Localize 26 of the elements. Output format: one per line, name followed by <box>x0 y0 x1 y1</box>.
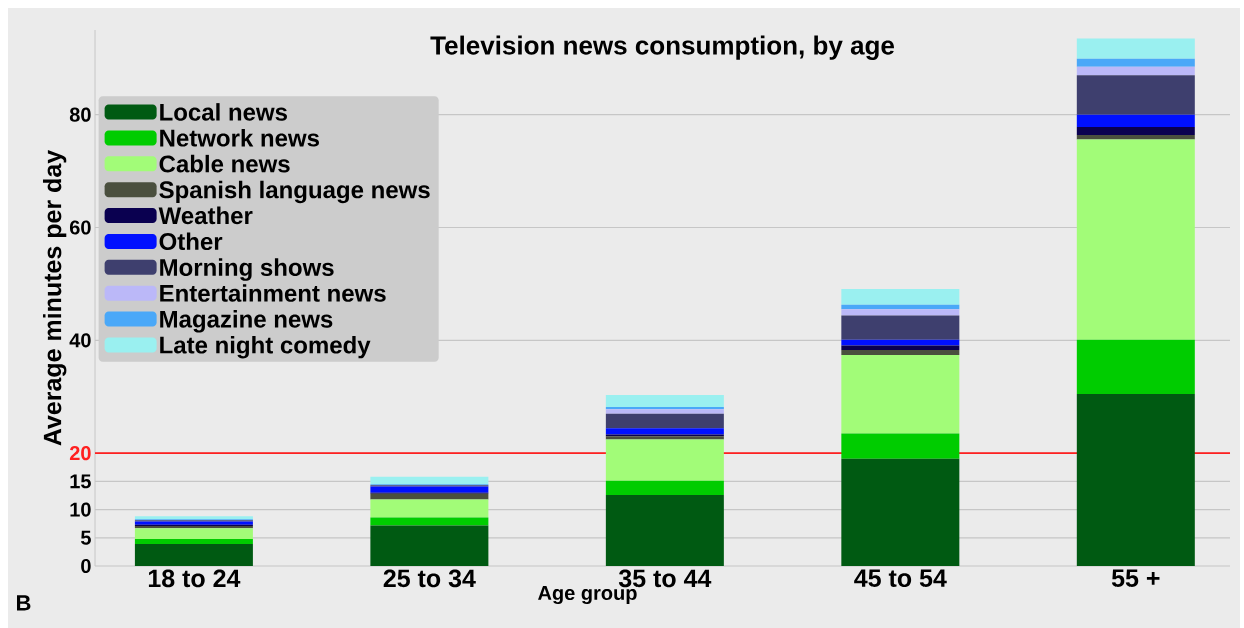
legend-label: Morning shows <box>160 258 334 281</box>
legend-label: Late night comedy <box>160 335 371 359</box>
legend-label: Spanish language news <box>159 180 430 204</box>
legend-label: Entertainment news <box>160 284 386 302</box>
legend-label: Network news <box>160 129 319 147</box>
x-tick-label: 45 to 54 <box>854 569 947 587</box>
y-tick-label: 80 <box>69 107 91 122</box>
legend-label: Other <box>159 232 223 251</box>
y-tick-label: 0 <box>81 558 91 574</box>
legend-label: Cable news <box>159 154 290 173</box>
legend-label: Magazine news <box>160 310 333 333</box>
y-tick-label: 10 <box>70 502 91 517</box>
legend-label: Weather <box>158 206 253 225</box>
x-tick-label: 18 to 24 <box>148 569 241 588</box>
y-tick-label: 60 <box>69 220 91 235</box>
y-axis-title: Average minutes per day <box>42 149 67 446</box>
x-tick-label: 25 to 34 <box>383 569 476 588</box>
x-tick-label: 35 to 44 <box>618 569 712 588</box>
legend-label: Local news <box>160 103 287 121</box>
y-tick-label: 20 <box>69 446 91 461</box>
text: B <box>16 595 31 611</box>
chart-title: Television news consumption, by age <box>430 35 895 60</box>
x-tick-label: 55 + <box>1111 569 1160 587</box>
y-tick-label: 5 <box>80 530 91 545</box>
y-tick-label: 40 <box>69 333 91 348</box>
y-tick-label: 15 <box>70 474 91 489</box>
